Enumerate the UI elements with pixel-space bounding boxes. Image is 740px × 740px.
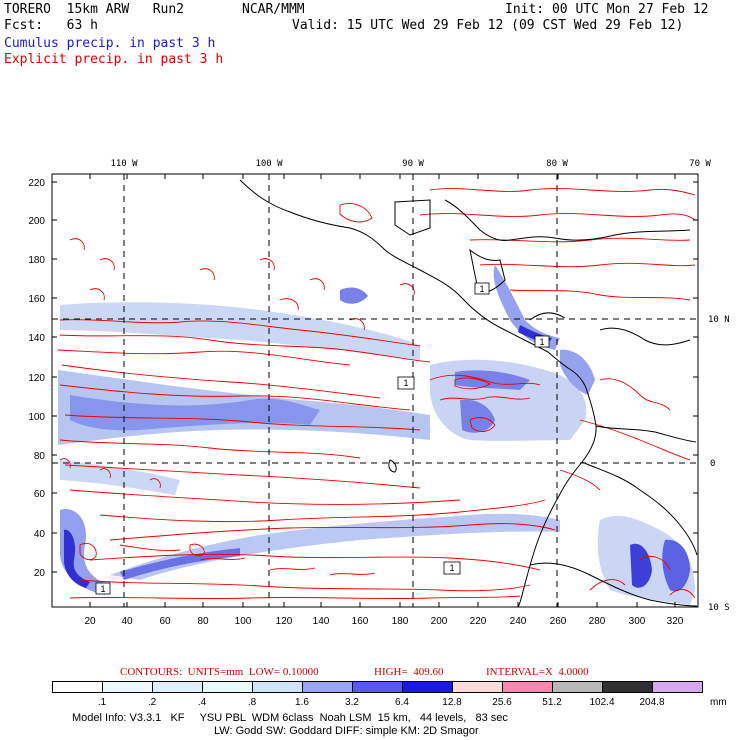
init-time: Init: 00 UTC Mon 27 Feb 12 <box>505 2 709 17</box>
legend-swatch <box>452 681 503 693</box>
lon-label: 70 W <box>689 159 711 169</box>
cumulus-legend-text: Cumulus precip. in past 3 h <box>4 36 216 51</box>
valid-time: Valid: 15 UTC Wed 29 Feb 12 (09 CST Wed … <box>292 18 684 33</box>
y-tick: 100 <box>28 412 45 423</box>
legend-swatch <box>202 681 253 693</box>
model-title: TORERO 15km ARW Run2 <box>4 2 185 17</box>
plot-frame <box>51 173 699 608</box>
x-tick: 260 <box>550 616 567 627</box>
svg-text:1: 1 <box>403 378 408 388</box>
legend-swatch <box>252 681 303 693</box>
legend-swatch <box>602 681 653 693</box>
contour-info: CONTOURS: UNITS=mm LOW= 0.10000 <box>120 666 319 678</box>
y-tick: 120 <box>28 373 45 384</box>
y-tick: 60 <box>34 489 46 500</box>
lon-label: 80 W <box>546 159 568 169</box>
x-tick: 40 <box>121 616 133 627</box>
max-value-box: 1 <box>95 582 111 595</box>
x-tick: 140 <box>313 616 330 627</box>
legend-label: 3.2 <box>345 697 359 708</box>
legend-swatch <box>502 681 553 693</box>
x-tick: 20 <box>84 616 96 627</box>
lat-label: 10 S <box>708 603 730 613</box>
axis-ticks <box>52 174 698 607</box>
y-tick: 160 <box>28 294 45 305</box>
legend-swatch <box>152 681 203 693</box>
legend-label: 51.2 <box>542 697 562 708</box>
x-tick: 280 <box>589 616 606 627</box>
x-tick: 320 <box>667 616 684 627</box>
y-tick: 20 <box>34 568 46 579</box>
y-tick: 180 <box>28 255 45 266</box>
max-value-box: 1 <box>534 335 550 348</box>
explicit-precip-contours <box>57 188 696 600</box>
lon-label: 90 W <box>402 159 424 169</box>
x-tick: 100 <box>235 616 252 627</box>
x-tick: 200 <box>431 616 448 627</box>
max-value-box: 1 <box>474 282 490 295</box>
y-tick: 220 <box>28 178 45 189</box>
y-tick: 140 <box>28 333 45 344</box>
legend-label: .8 <box>247 697 257 708</box>
organization-label: NCAR/MMM <box>242 2 305 17</box>
contour-high: HIGH= 409.60 <box>374 666 444 678</box>
legend-label: 102.4 <box>589 697 615 708</box>
x-tick: 120 <box>276 616 293 627</box>
y-tick: 80 <box>34 451 46 462</box>
y-tick: 40 <box>34 529 46 540</box>
legend-units: mm <box>710 697 727 708</box>
y-tick: 200 <box>28 216 45 227</box>
x-tick: 60 <box>159 616 171 627</box>
lat-lon-grid <box>52 174 698 607</box>
legend-swatch <box>102 681 153 693</box>
legend-label: 204.8 <box>639 697 665 708</box>
legend-swatch <box>552 681 603 693</box>
legend-swatch <box>52 681 103 693</box>
legend-label: 25.6 <box>492 697 512 708</box>
svg-text:1: 1 <box>449 563 454 573</box>
legend-label: .2 <box>147 697 157 708</box>
x-tick: 160 <box>352 616 369 627</box>
legend-swatch <box>402 681 453 693</box>
x-tick: 180 <box>392 616 409 627</box>
model-info: Model Info: V3.3.1 KF YSU PBL WDM 6class… <box>72 712 508 724</box>
x-tick: 240 <box>510 616 527 627</box>
legend-label: .4 <box>197 697 207 708</box>
x-tick: 300 <box>629 616 646 627</box>
lat-label: 10 N <box>708 315 730 325</box>
legend-swatch <box>302 681 353 693</box>
legend-swatch <box>352 681 403 693</box>
legend-label: 12.8 <box>442 697 462 708</box>
max-value-box: 1 <box>443 561 461 575</box>
physics-info: LW: Godd SW: Goddard DIFF: simple KM: 2D… <box>214 725 479 737</box>
cumulus-precip-shading <box>58 265 695 605</box>
forecast-hour: Fcst: 63 h <box>4 18 98 33</box>
legend-label: 6.4 <box>395 697 409 708</box>
contour-interval: INTERVAL=X 4.0000 <box>486 666 589 678</box>
svg-text:1: 1 <box>539 337 544 347</box>
max-value-box: 1 <box>397 376 415 390</box>
svg-text:1: 1 <box>100 584 105 594</box>
svg-text:1: 1 <box>479 284 484 294</box>
lon-label: 110 W <box>110 159 138 169</box>
legend-label: 1.6 <box>295 697 309 708</box>
x-tick: 220 <box>470 616 487 627</box>
explicit-legend-text: Explicit precip. in past 3 h <box>4 52 224 67</box>
lon-label: 100 W <box>255 159 283 169</box>
legend-label: .1 <box>97 697 107 708</box>
legend-swatch <box>652 681 703 693</box>
lat-label: 0 <box>710 459 715 469</box>
x-tick: 80 <box>197 616 209 627</box>
